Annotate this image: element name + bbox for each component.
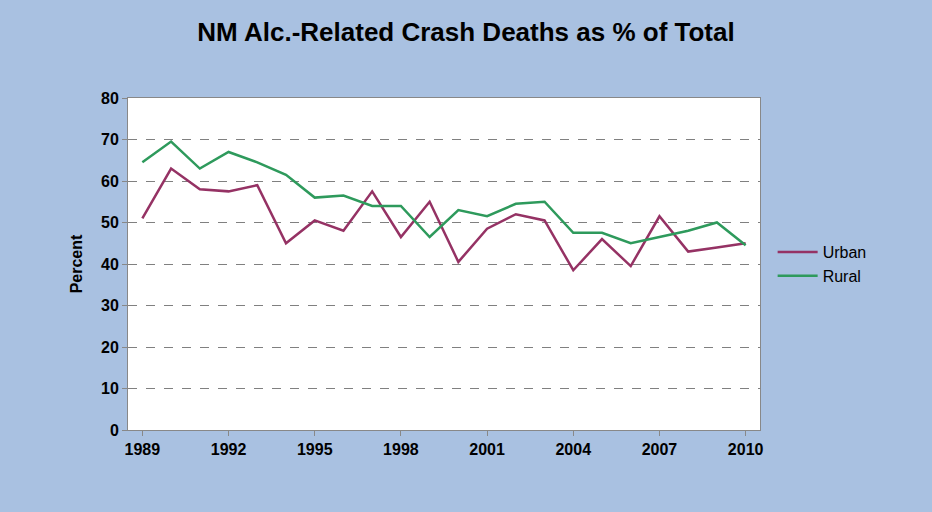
svg-text:2010: 2010 bbox=[728, 441, 764, 458]
svg-text:1992: 1992 bbox=[211, 441, 247, 458]
svg-text:NM Alc.-Related Crash Deaths a: NM Alc.-Related Crash Deaths as % of Tot… bbox=[197, 17, 734, 47]
svg-text:2001: 2001 bbox=[469, 441, 505, 458]
svg-text:2007: 2007 bbox=[642, 441, 678, 458]
svg-text:Rural: Rural bbox=[823, 268, 861, 285]
svg-text:70: 70 bbox=[101, 131, 119, 148]
svg-text:50: 50 bbox=[101, 214, 119, 231]
svg-text:0: 0 bbox=[110, 422, 119, 439]
svg-text:Urban: Urban bbox=[823, 244, 867, 261]
svg-text:20: 20 bbox=[101, 339, 119, 356]
svg-text:60: 60 bbox=[101, 173, 119, 190]
svg-text:40: 40 bbox=[101, 256, 119, 273]
svg-text:Percent: Percent bbox=[68, 234, 85, 293]
svg-text:30: 30 bbox=[101, 297, 119, 314]
svg-text:1998: 1998 bbox=[383, 441, 419, 458]
svg-text:1995: 1995 bbox=[297, 441, 333, 458]
svg-text:1989: 1989 bbox=[125, 441, 161, 458]
svg-text:2004: 2004 bbox=[555, 441, 591, 458]
svg-text:80: 80 bbox=[101, 90, 119, 107]
svg-text:10: 10 bbox=[101, 380, 119, 397]
